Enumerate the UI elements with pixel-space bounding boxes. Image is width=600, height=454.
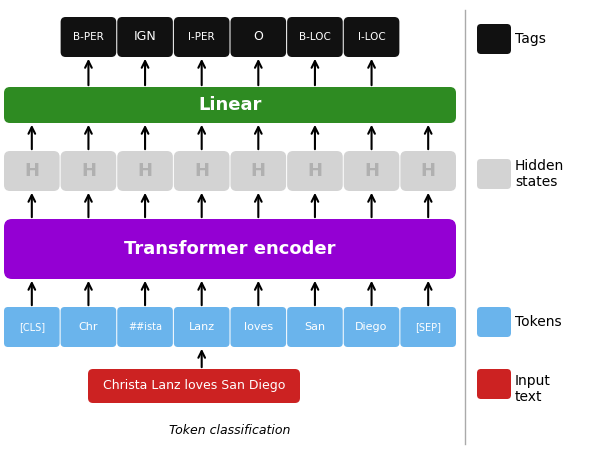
Text: Diego: Diego [355,322,388,332]
FancyBboxPatch shape [174,307,229,347]
Text: Christa Lanz loves San Diego: Christa Lanz loves San Diego [103,380,285,393]
FancyBboxPatch shape [230,307,286,347]
Text: Transformer encoder: Transformer encoder [124,240,336,258]
FancyBboxPatch shape [4,151,59,191]
Text: H: H [81,162,96,180]
FancyBboxPatch shape [4,87,456,123]
FancyBboxPatch shape [287,307,343,347]
FancyBboxPatch shape [287,17,343,57]
Text: I-LOC: I-LOC [358,32,385,42]
Text: ##ista: ##ista [128,322,162,332]
Text: loves: loves [244,322,273,332]
Text: Linear: Linear [199,96,262,114]
Text: B-PER: B-PER [73,32,104,42]
FancyBboxPatch shape [61,307,116,347]
Text: [SEP]: [SEP] [415,322,441,332]
FancyBboxPatch shape [400,307,456,347]
FancyBboxPatch shape [287,151,343,191]
Text: IGN: IGN [134,30,157,44]
Text: I-PER: I-PER [188,32,215,42]
FancyBboxPatch shape [61,17,116,57]
Text: [CLS]: [CLS] [19,322,45,332]
Text: H: H [137,162,152,180]
Text: B-LOC: B-LOC [299,32,331,42]
Text: Tokens: Tokens [515,315,562,329]
FancyBboxPatch shape [117,151,173,191]
FancyBboxPatch shape [477,369,511,399]
FancyBboxPatch shape [174,151,229,191]
FancyBboxPatch shape [230,151,286,191]
Text: Token classification: Token classification [169,424,290,436]
FancyBboxPatch shape [4,307,59,347]
FancyBboxPatch shape [88,369,300,403]
Text: H: H [194,162,209,180]
FancyBboxPatch shape [344,307,400,347]
FancyBboxPatch shape [477,24,511,54]
FancyBboxPatch shape [400,151,456,191]
FancyBboxPatch shape [230,17,286,57]
Text: H: H [251,162,266,180]
Text: O: O [253,30,263,44]
Text: H: H [25,162,40,180]
Text: Hidden
states: Hidden states [515,159,564,189]
FancyBboxPatch shape [344,17,400,57]
Text: H: H [307,162,322,180]
Text: Chr: Chr [79,322,98,332]
FancyBboxPatch shape [117,17,173,57]
FancyBboxPatch shape [174,17,229,57]
FancyBboxPatch shape [344,151,400,191]
FancyBboxPatch shape [117,307,173,347]
FancyBboxPatch shape [477,159,511,189]
Text: Input
text: Input text [515,374,551,404]
Text: Lanz: Lanz [188,322,215,332]
Text: H: H [421,162,436,180]
FancyBboxPatch shape [477,307,511,337]
FancyBboxPatch shape [4,219,456,279]
FancyBboxPatch shape [61,151,116,191]
Text: H: H [364,162,379,180]
Text: Tags: Tags [515,32,546,46]
Text: San: San [304,322,325,332]
